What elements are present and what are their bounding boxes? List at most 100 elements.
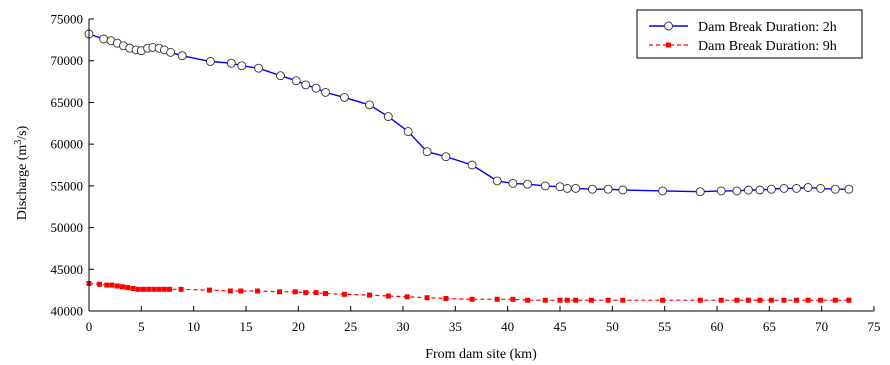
- x-tick-label: 75: [868, 319, 881, 334]
- series-1-point: [467, 160, 477, 170]
- series-1-point: [291, 76, 301, 86]
- x-tick-label: 0: [86, 319, 93, 334]
- series-2-point: [494, 296, 500, 302]
- series-2-point: [156, 286, 162, 292]
- series-1-point: [779, 183, 789, 193]
- x-tick-label: 30: [397, 319, 410, 334]
- series-1-point: [339, 92, 349, 102]
- x-tick-label: 45: [554, 319, 567, 334]
- legend-label-9h: Dam Break Duration: 9h: [698, 39, 837, 54]
- series-1-point: [311, 83, 321, 93]
- series-2-point: [525, 297, 531, 303]
- series-2-point: [573, 297, 579, 303]
- x-tick-label: 60: [711, 319, 724, 334]
- series-2-point: [605, 297, 611, 303]
- x-tick-label: 20: [292, 319, 305, 334]
- x-tick-label: 55: [658, 319, 671, 334]
- series-1-point: [618, 185, 628, 195]
- series-2-point: [745, 297, 751, 303]
- series-1-point: [508, 178, 518, 188]
- x-tick-label: 35: [449, 319, 462, 334]
- series-1-point: [383, 112, 393, 122]
- series-1-point: [755, 185, 765, 195]
- series-1-point: [237, 61, 247, 71]
- series-2-point: [469, 296, 475, 302]
- series-2-point: [161, 286, 167, 292]
- series-1-point: [555, 182, 565, 192]
- series-2-point: [303, 290, 309, 296]
- y-tick-label: 65000: [51, 95, 84, 110]
- legend-swatch-9h-marker: [666, 42, 671, 48]
- series-1-point: [695, 187, 705, 197]
- x-axis-title: From dam site (km): [425, 347, 537, 362]
- series-1-point: [365, 100, 374, 110]
- series-2-line: [88, 282, 849, 301]
- series-2-point: [385, 293, 391, 299]
- series-1-point: [562, 183, 572, 193]
- series-1-point: [523, 179, 533, 189]
- series-2-point: [140, 286, 146, 292]
- series-1-point: [403, 127, 413, 137]
- series-2-point: [564, 297, 570, 303]
- series-1-point: [571, 183, 581, 193]
- series-2-point: [238, 288, 244, 294]
- series-2-point: [109, 282, 115, 288]
- series-2-point: [367, 292, 372, 298]
- series-1-point: [732, 186, 742, 196]
- series-2-point: [734, 297, 740, 303]
- series-1-point: [658, 186, 668, 196]
- series-2-point: [768, 297, 774, 303]
- series-1-point: [276, 71, 285, 81]
- x-tick-label: 65: [763, 319, 776, 334]
- x-tick-label: 40: [501, 319, 514, 334]
- series-2-point: [104, 282, 110, 288]
- series-2-point: [510, 296, 516, 302]
- series-2-point: [718, 297, 724, 303]
- x-tick-label: 25: [344, 319, 357, 334]
- series-2-point: [794, 297, 799, 303]
- series-1-point: [816, 183, 826, 193]
- series-2-point: [130, 286, 136, 291]
- series-1-point: [205, 57, 215, 66]
- series-1-point: [792, 183, 801, 193]
- series-2-point: [781, 297, 787, 303]
- y-tick-label: 60000: [51, 137, 84, 152]
- y-axis-title-end: /s): [15, 125, 30, 139]
- series-2-point: [323, 291, 328, 296]
- series-1-point: [422, 147, 432, 157]
- series-2-point: [227, 288, 233, 294]
- series-2-point: [97, 281, 102, 287]
- series-2-point: [832, 297, 838, 303]
- x-tick-label: 50: [606, 319, 619, 334]
- series-2-point: [542, 297, 548, 303]
- series-1-point: [743, 185, 753, 195]
- series-2-point: [341, 291, 347, 297]
- y-axis-title: Discharge (m3/s): [13, 125, 30, 220]
- y-tick-label: 45000: [51, 262, 84, 277]
- series-1-point: [254, 63, 264, 73]
- y-tick-label: 70000: [51, 53, 84, 68]
- series-layer: [84, 29, 854, 303]
- axes-layer: 0 5 10 15 20 25 30 35 40 45 50 55 60 65 70 75 40000 45000…: [51, 12, 881, 335]
- series-2-point: [178, 286, 184, 292]
- series-2-point: [120, 284, 125, 290]
- series-2-point: [818, 297, 824, 303]
- series-2-point: [125, 285, 131, 291]
- series-2-point: [167, 286, 173, 292]
- y-tick-label: 55000: [51, 178, 84, 193]
- series-2-point: [588, 297, 594, 303]
- series-2-point: [443, 296, 449, 301]
- x-tick-label: 70: [815, 319, 828, 334]
- series-2-point: [135, 286, 141, 292]
- series-1-point: [830, 184, 840, 194]
- series-2-point: [660, 297, 666, 303]
- series-2-point: [146, 286, 152, 292]
- x-tick-label: 10: [187, 319, 200, 334]
- legend-box: [636, 9, 863, 59]
- series-2-point: [277, 289, 282, 295]
- series-2-point: [697, 297, 703, 303]
- y-axis-title-superscript: 3: [13, 140, 24, 145]
- series-1-point: [766, 184, 776, 194]
- series-1-point: [441, 152, 451, 162]
- series-1-point: [803, 183, 813, 192]
